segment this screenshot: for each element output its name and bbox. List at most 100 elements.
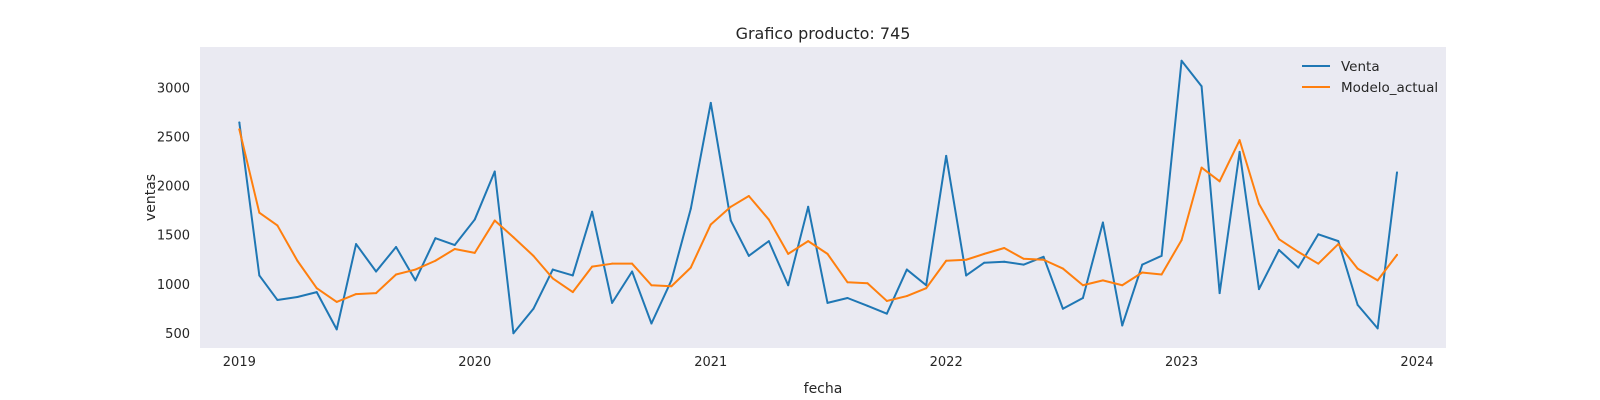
data-point (276, 298, 279, 301)
y-axis-ticks: 500 1000 1500 2000 2500 3000 (157, 82, 190, 342)
data-point (1003, 260, 1006, 263)
x-tick-label: 2024 (1400, 355, 1433, 370)
data-point (1218, 180, 1221, 183)
data-point (1200, 166, 1203, 169)
data-point (767, 218, 770, 221)
data-point (670, 279, 673, 282)
data-point (276, 224, 279, 227)
x-axis-label: fecha (804, 381, 843, 397)
data-point (1061, 267, 1064, 270)
data-point (258, 211, 261, 214)
data-point (1141, 271, 1144, 274)
data-point (729, 205, 732, 208)
data-point (1081, 284, 1084, 287)
data-point (1257, 288, 1260, 291)
data-point (238, 121, 241, 124)
data-point (925, 284, 928, 287)
data-point (512, 332, 515, 335)
data-point (1160, 273, 1163, 276)
data-point (767, 240, 770, 243)
data-point (787, 252, 790, 255)
data-point (493, 170, 496, 173)
data-point (551, 268, 554, 271)
data-point (631, 270, 634, 273)
data-point (787, 284, 790, 287)
data-point (1238, 139, 1241, 142)
data-point (296, 259, 299, 262)
data-point (885, 299, 888, 302)
data-point (335, 328, 338, 331)
data-point (1297, 250, 1300, 253)
data-point (375, 292, 378, 295)
data-point (983, 252, 986, 255)
data-point (1081, 297, 1084, 299)
data-point (532, 307, 535, 310)
data-point (591, 265, 594, 268)
data-point (846, 281, 849, 284)
data-point (1003, 246, 1006, 249)
series-line (238, 128, 1398, 303)
data-point (1180, 239, 1183, 242)
data-point (611, 262, 614, 265)
data-point (1022, 263, 1025, 266)
y-tick-label: 3000 (157, 82, 190, 97)
data-point (747, 254, 750, 257)
data-point (965, 274, 968, 277)
data-point (375, 270, 378, 273)
data-point (689, 207, 692, 210)
data-point (571, 274, 574, 277)
series-venta (238, 59, 1398, 335)
data-point (1042, 258, 1045, 261)
y-tick-label: 1500 (157, 229, 190, 244)
data-point (885, 312, 888, 315)
data-point (965, 258, 968, 261)
data-point (905, 295, 908, 298)
legend-label: Venta (1341, 59, 1380, 75)
plot-area (200, 47, 1446, 348)
data-point (945, 259, 948, 262)
data-point (866, 282, 869, 285)
data-point (551, 277, 554, 280)
data-point (1395, 171, 1398, 174)
data-point (355, 293, 358, 296)
data-point (414, 279, 417, 282)
data-point (747, 195, 750, 198)
data-point (1257, 202, 1260, 205)
data-point (1180, 59, 1183, 62)
data-point (689, 266, 692, 269)
data-point (1160, 254, 1163, 257)
data-point (709, 101, 712, 104)
data-point (1317, 262, 1320, 265)
data-point (414, 268, 417, 271)
data-point (631, 262, 634, 265)
data-point (296, 296, 299, 299)
data-point (571, 291, 574, 294)
data-point (1218, 292, 1221, 295)
data-point (807, 240, 810, 243)
data-point (591, 210, 594, 213)
series-modelo-actual (238, 128, 1398, 303)
legend: Venta Modelo_actual (1302, 59, 1438, 96)
data-point (826, 252, 829, 255)
x-tick-label: 2020 (458, 355, 491, 370)
data-point (1238, 150, 1241, 153)
data-point (1297, 266, 1300, 269)
data-point (355, 243, 358, 246)
data-point (1277, 248, 1280, 251)
data-point (335, 300, 338, 303)
data-point (1121, 324, 1124, 327)
legend-item: Venta (1302, 59, 1380, 75)
data-point (611, 301, 614, 304)
data-point (729, 219, 732, 222)
y-tick-label: 2500 (157, 131, 190, 146)
data-point (512, 236, 515, 239)
data-point (473, 218, 476, 221)
data-point (315, 287, 318, 290)
x-tick-label: 2021 (694, 355, 727, 370)
data-point (846, 297, 849, 299)
data-point (905, 268, 908, 271)
x-axis-ticks: 2019 2020 2021 2022 2023 2024 (223, 355, 1434, 370)
data-point (826, 301, 829, 304)
